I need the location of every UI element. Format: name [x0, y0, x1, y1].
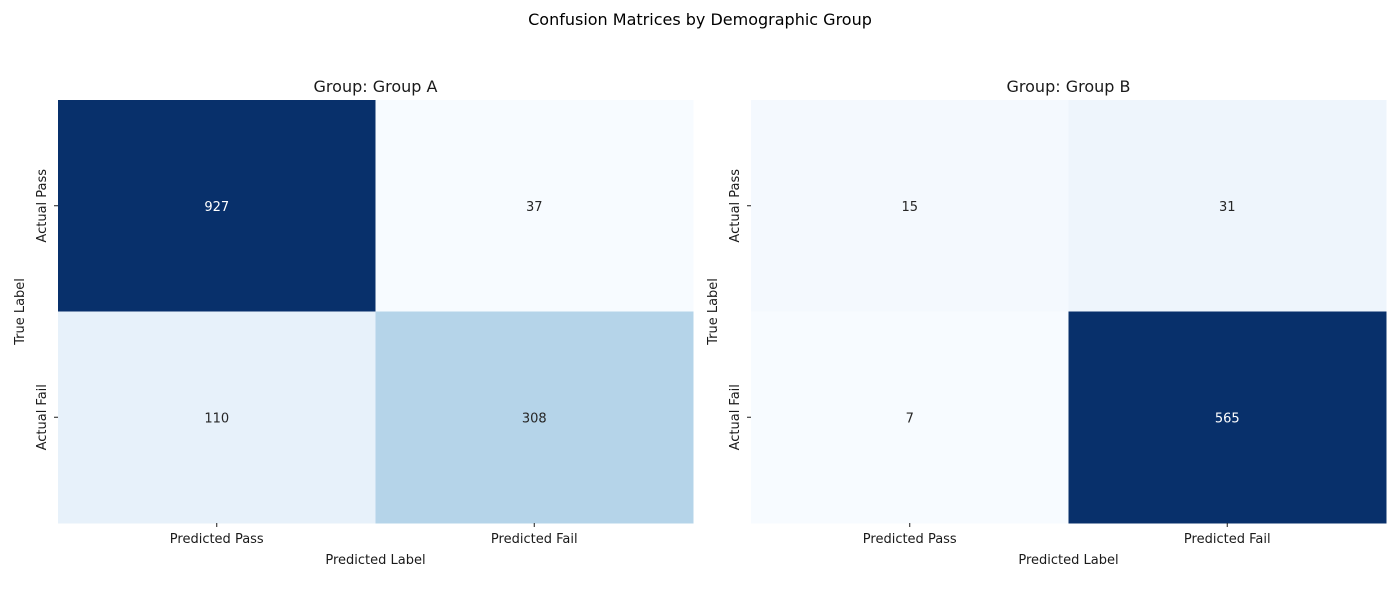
cell-value-label: 927 — [204, 200, 229, 215]
x-tick-label: Predicted Pass — [170, 532, 264, 547]
cell-value-label: 308 — [522, 411, 547, 426]
y-tick-label: Actual Pass — [728, 169, 743, 243]
x-tick-label: Predicted Fail — [491, 532, 578, 547]
heatmap-cell — [58, 311, 376, 524]
y-tick-label: Actual Pass — [35, 169, 50, 243]
heatmap-panels: 927 37 110 308 Group: Group A Predicted Pass P… — [13, 77, 1387, 568]
figure-title: Confusion Matrices by Demographic Group — [528, 10, 872, 29]
cell-value-label: 31 — [1219, 200, 1236, 215]
x-tick-label: Predicted Fail — [1184, 532, 1271, 547]
y-axis-label: True Label — [706, 278, 721, 346]
heatmap-cell — [375, 311, 694, 524]
heatmap-panel: 927 37 110 308 Group: Group A Predicted Pass P… — [13, 77, 694, 568]
y-tick-label: Actual Fail — [728, 384, 743, 450]
panel-title: Group: Group B — [1007, 77, 1131, 96]
heatmap-cell — [751, 100, 1069, 312]
heatmap-cell — [1068, 100, 1387, 312]
heatmap-cell — [1068, 311, 1387, 524]
heatmap-cell — [58, 100, 376, 312]
cell-value-label: 37 — [526, 200, 543, 215]
cell-value-label: 7 — [906, 411, 914, 426]
y-axis-label: True Label — [13, 278, 28, 346]
heatmap-panel: 15 31 7 565 Group: Group B Predicted Pass Pred… — [706, 77, 1387, 568]
heatmap-cell — [375, 100, 694, 312]
cell-value-label: 15 — [901, 200, 918, 215]
heatmap-cell — [751, 311, 1069, 524]
panel-title: Group: Group A — [314, 77, 438, 96]
cell-value-label: 110 — [204, 411, 229, 426]
x-axis-label: Predicted Label — [325, 553, 425, 568]
y-tick-label: Actual Fail — [35, 384, 50, 450]
cell-value-label: 565 — [1215, 411, 1240, 426]
x-tick-label: Predicted Pass — [863, 532, 957, 547]
x-axis-label: Predicted Label — [1018, 553, 1118, 568]
